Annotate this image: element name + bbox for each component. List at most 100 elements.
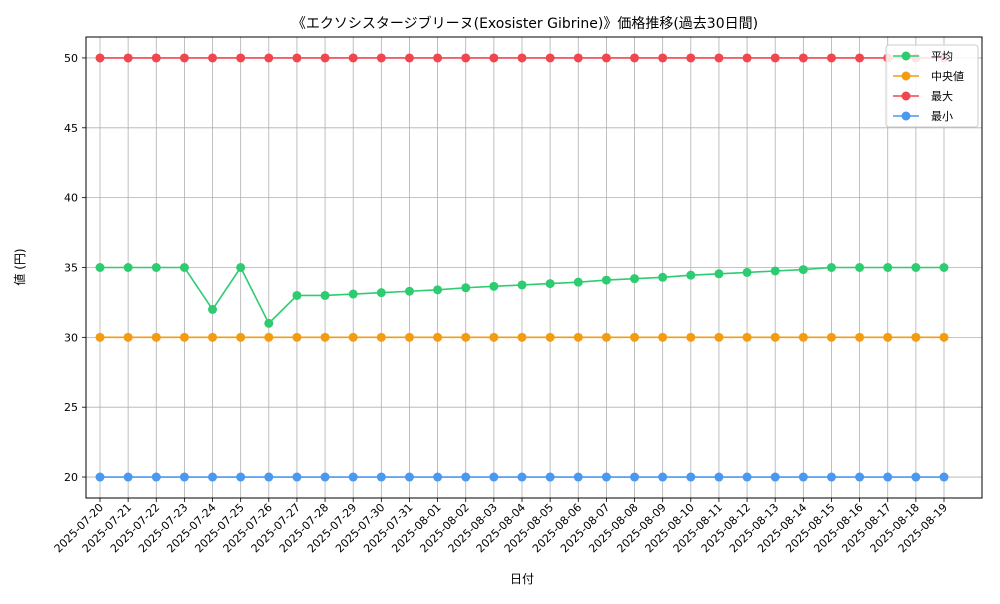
series-1-point xyxy=(798,332,808,342)
series-2-point xyxy=(264,53,274,63)
series-2-point xyxy=(404,53,414,63)
series-0-point xyxy=(489,281,499,291)
y-tick-label: 40 xyxy=(64,192,78,205)
series-1-point xyxy=(292,332,302,342)
series-1-point xyxy=(855,332,865,342)
series-1-point xyxy=(770,332,780,342)
y-tick-label: 50 xyxy=(64,52,78,65)
series-1-point xyxy=(179,332,189,342)
series-2-point xyxy=(630,53,640,63)
series-3-point xyxy=(320,472,330,482)
series-2-point xyxy=(855,53,865,63)
series-1-point xyxy=(236,332,246,342)
series-0-point xyxy=(433,285,443,295)
series-1-point xyxy=(545,332,555,342)
series-3-point xyxy=(573,472,583,482)
series-3-point xyxy=(939,472,949,482)
series-3-point xyxy=(461,472,471,482)
series-3-point xyxy=(208,472,218,482)
series-2-point xyxy=(742,53,752,63)
series-1-point xyxy=(461,332,471,342)
y-tick-label: 35 xyxy=(64,262,78,275)
y-axis-label: 値 (円) xyxy=(12,248,27,285)
series-3-point xyxy=(798,472,808,482)
series-2-point xyxy=(658,53,668,63)
series-layer xyxy=(95,53,949,482)
series-1-point xyxy=(404,332,414,342)
legend-label: 中央値 xyxy=(931,70,964,83)
y-tick-label: 45 xyxy=(64,122,78,135)
series-3-point xyxy=(151,472,161,482)
series-0-point xyxy=(404,286,414,296)
series-0-point xyxy=(826,263,836,272)
series-3-point xyxy=(770,472,780,482)
series-3-point xyxy=(826,472,836,482)
series-3-point xyxy=(911,472,921,482)
series-1-point xyxy=(601,332,611,342)
series-0-point xyxy=(151,263,161,272)
series-0-point xyxy=(264,318,274,328)
series-0-point xyxy=(320,290,330,300)
series-0-point xyxy=(461,283,471,293)
series-1-point xyxy=(826,332,836,342)
series-0-point xyxy=(545,279,555,289)
series-1-point xyxy=(883,332,893,342)
series-2-point xyxy=(208,53,218,63)
series-2-point xyxy=(151,53,161,63)
series-0-point xyxy=(939,263,949,272)
legend-marker-1 xyxy=(901,71,911,81)
series-2-point xyxy=(798,53,808,63)
series-2-point xyxy=(95,53,105,63)
series-0-point xyxy=(123,263,133,272)
series-1-point xyxy=(939,332,949,342)
series-0-point xyxy=(911,263,921,272)
legend-marker-2 xyxy=(901,91,911,101)
series-0-point xyxy=(742,267,752,277)
series-3-point xyxy=(292,472,302,482)
series-3-point xyxy=(517,472,527,482)
series-0-point xyxy=(883,263,893,272)
series-2-point xyxy=(601,53,611,63)
series-2-point xyxy=(236,53,246,63)
series-1-point xyxy=(151,332,161,342)
series-0-point xyxy=(517,280,527,290)
series-0-point xyxy=(208,304,218,314)
series-1-point xyxy=(517,332,527,342)
series-0-point xyxy=(855,263,865,272)
series-0-point xyxy=(630,274,640,284)
legend-label: 最小 xyxy=(931,110,953,123)
series-2-point xyxy=(573,53,583,63)
series-2-point xyxy=(489,53,499,63)
series-0-point xyxy=(686,270,696,280)
series-3-point xyxy=(179,472,189,482)
series-2-point xyxy=(545,53,555,63)
chart-title: 《エクソシスタージブリーヌ(Exosister Gibrine)》価格推移(過去… xyxy=(292,15,758,32)
series-2-point xyxy=(320,53,330,63)
series-0-point xyxy=(179,263,189,272)
series-3-point xyxy=(545,472,555,482)
series-1-point xyxy=(489,332,499,342)
series-3-point xyxy=(658,472,668,482)
series-2-point xyxy=(517,53,527,63)
series-2-point xyxy=(433,53,443,63)
series-1-point xyxy=(376,332,386,342)
y-tick-label: 30 xyxy=(64,331,78,344)
series-0-point xyxy=(714,269,724,279)
series-3-point xyxy=(855,472,865,482)
series-2-point xyxy=(686,53,696,63)
series-1-point xyxy=(630,332,640,342)
series-3-point xyxy=(376,472,386,482)
series-0-point xyxy=(348,289,358,299)
series-1-point xyxy=(95,332,105,342)
series-0-point xyxy=(573,277,583,287)
series-0-point xyxy=(376,288,386,298)
series-1-point xyxy=(264,332,274,342)
series-1-point xyxy=(208,332,218,342)
series-3-point xyxy=(686,472,696,482)
series-1-point xyxy=(742,332,752,342)
series-1-point xyxy=(433,332,443,342)
x-axis-label: 日付 xyxy=(510,572,534,586)
